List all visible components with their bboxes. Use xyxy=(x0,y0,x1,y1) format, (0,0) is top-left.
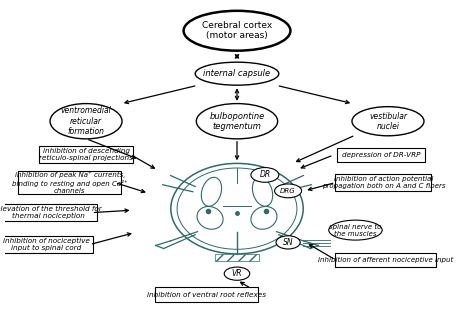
FancyBboxPatch shape xyxy=(18,171,121,194)
Text: DRG: DRG xyxy=(280,188,296,194)
Text: inhibition of afferent nociceptive input: inhibition of afferent nociceptive input xyxy=(318,257,453,263)
FancyBboxPatch shape xyxy=(155,287,258,302)
FancyBboxPatch shape xyxy=(39,146,133,163)
Text: VR: VR xyxy=(232,269,242,278)
Text: vestibular
nuclei: vestibular nuclei xyxy=(369,111,407,131)
Text: Cerebral cortex
(motor areas): Cerebral cortex (motor areas) xyxy=(202,21,272,40)
Ellipse shape xyxy=(251,167,279,182)
Ellipse shape xyxy=(183,11,291,51)
Ellipse shape xyxy=(171,163,303,254)
Text: inhibition of nociceptive
input to spinal cord: inhibition of nociceptive input to spina… xyxy=(3,238,90,251)
Text: ventromedial
reticular
formation: ventromedial reticular formation xyxy=(61,106,111,136)
FancyBboxPatch shape xyxy=(0,236,93,253)
Text: spinal nerve to
the muscles: spinal nerve to the muscles xyxy=(329,223,382,237)
Ellipse shape xyxy=(195,62,279,85)
FancyBboxPatch shape xyxy=(1,204,97,221)
Text: elevation of the threshold for
thermal nociception: elevation of the threshold for thermal n… xyxy=(0,206,102,219)
Ellipse shape xyxy=(276,236,300,249)
FancyBboxPatch shape xyxy=(336,174,431,191)
Ellipse shape xyxy=(274,184,301,198)
Ellipse shape xyxy=(329,220,382,240)
Ellipse shape xyxy=(352,107,424,136)
Text: internal capsule: internal capsule xyxy=(203,69,271,78)
Text: inhibition of action potential
propagation both on A and C fibers: inhibition of action potential propagati… xyxy=(321,176,445,189)
FancyBboxPatch shape xyxy=(336,253,436,267)
Text: SN: SN xyxy=(283,238,293,247)
Text: DR: DR xyxy=(259,170,271,179)
Text: depression of DR-VRP: depression of DR-VRP xyxy=(342,152,420,158)
Text: inhibition of peak Na⁺ currents,
binding to resting and open Ca²⁺
channels: inhibition of peak Na⁺ currents, binding… xyxy=(12,172,128,193)
FancyBboxPatch shape xyxy=(337,148,425,162)
Ellipse shape xyxy=(50,104,122,139)
Ellipse shape xyxy=(224,267,250,280)
Text: inhibition of ventral root reflexes: inhibition of ventral root reflexes xyxy=(147,291,266,298)
Text: bulbopontine
tegmentum: bulbopontine tegmentum xyxy=(210,111,264,131)
Ellipse shape xyxy=(196,104,278,139)
Text: inhibition of descending
reticulo-spinal projections: inhibition of descending reticulo-spinal… xyxy=(39,148,133,161)
